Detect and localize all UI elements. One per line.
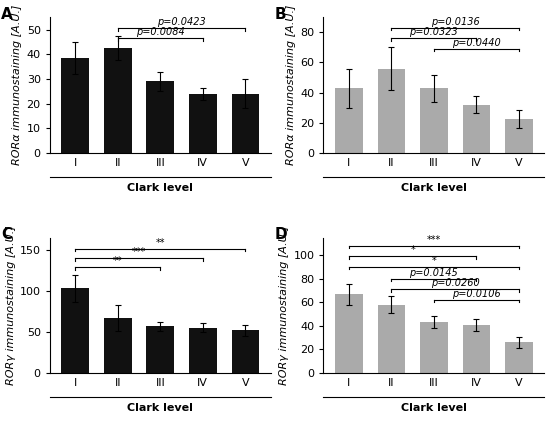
Bar bbox=[146, 326, 174, 373]
Text: ***: *** bbox=[132, 247, 146, 257]
Text: p=0.0423: p=0.0423 bbox=[157, 17, 206, 27]
Text: p=0.0440: p=0.0440 bbox=[452, 38, 501, 48]
Bar bbox=[377, 305, 405, 373]
Bar bbox=[189, 328, 217, 373]
Text: p=0.0323: p=0.0323 bbox=[410, 27, 458, 37]
Text: Clark level: Clark level bbox=[401, 403, 467, 413]
Y-axis label: RORα immunostaining [A.U.]: RORα immunostaining [A.U.] bbox=[286, 5, 296, 165]
Bar bbox=[463, 325, 490, 373]
Text: A: A bbox=[1, 6, 13, 21]
Bar bbox=[505, 342, 533, 373]
Bar bbox=[335, 88, 362, 153]
Text: p=0.0260: p=0.0260 bbox=[431, 278, 480, 288]
Text: B: B bbox=[274, 6, 287, 21]
Text: D: D bbox=[274, 227, 287, 242]
Bar bbox=[62, 288, 89, 373]
Text: Clark level: Clark level bbox=[401, 183, 467, 192]
Y-axis label: RORγ immunostaining [A.U.]: RORγ immunostaining [A.U.] bbox=[6, 226, 15, 385]
Bar bbox=[377, 69, 405, 153]
Bar bbox=[232, 330, 259, 373]
Y-axis label: RORα immunostaining [A.U.]: RORα immunostaining [A.U.] bbox=[13, 5, 23, 165]
Bar bbox=[463, 105, 490, 153]
Text: *: * bbox=[432, 256, 436, 266]
Text: C: C bbox=[1, 227, 12, 242]
Text: p=0.0145: p=0.0145 bbox=[410, 268, 458, 278]
Text: **: ** bbox=[156, 238, 165, 248]
Bar bbox=[232, 94, 259, 153]
Text: p=0.0084: p=0.0084 bbox=[136, 27, 185, 37]
Bar bbox=[420, 322, 448, 373]
Bar bbox=[420, 88, 448, 153]
Text: Clark level: Clark level bbox=[128, 183, 193, 192]
Bar bbox=[505, 119, 533, 153]
Bar bbox=[104, 48, 131, 153]
Bar bbox=[335, 294, 362, 373]
Text: *: * bbox=[410, 245, 415, 255]
Bar bbox=[146, 81, 174, 153]
Text: **: ** bbox=[113, 256, 123, 266]
Text: p=0.0106: p=0.0106 bbox=[452, 289, 501, 299]
Bar bbox=[189, 94, 217, 153]
Text: p=0.0136: p=0.0136 bbox=[431, 17, 480, 27]
Text: ***: *** bbox=[427, 235, 441, 245]
Text: Clark level: Clark level bbox=[128, 403, 193, 413]
Y-axis label: RORγ immunostaining [A.U.]: RORγ immunostaining [A.U.] bbox=[279, 226, 289, 385]
Bar bbox=[104, 318, 131, 373]
Bar bbox=[62, 58, 89, 153]
